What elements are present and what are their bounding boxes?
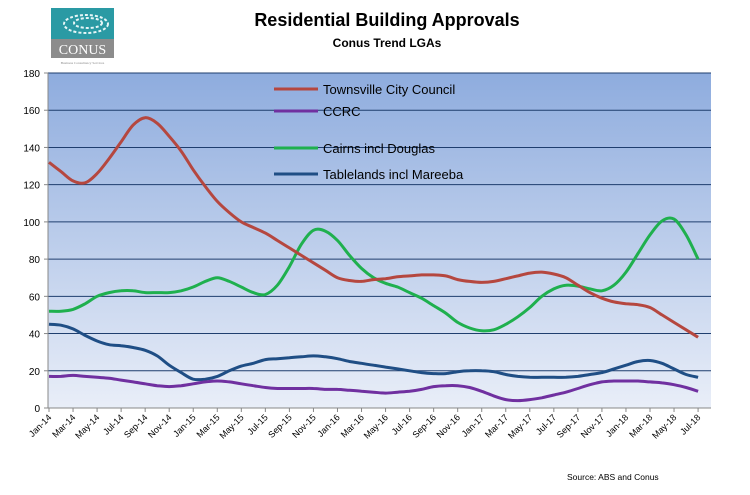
x-tick-label: May-15 [217, 412, 245, 440]
x-tick-label: Sep-16 [410, 412, 438, 440]
x-tick-label: May-17 [506, 412, 534, 440]
x-tick-label: Nov-17 [579, 412, 607, 440]
x-tick-label: Mar-14 [50, 412, 77, 439]
x-tick-label: Jul-18 [678, 412, 702, 436]
logo-tagline: Business Consultancy Services [61, 61, 105, 65]
series-line-cairns-incl-douglas [48, 216, 700, 333]
x-tick-label: Jan-17 [460, 412, 487, 439]
x-tick-label: Jan-14 [27, 412, 54, 439]
x-tick-label: Mar-18 [627, 412, 654, 439]
x-tick-label: May-18 [650, 412, 678, 440]
y-tick-label: 60 [29, 292, 41, 303]
legend-label: Cairns incl Douglas [323, 141, 435, 156]
x-tick-label: Nov-14 [146, 412, 174, 440]
y-tick-label: 180 [23, 69, 40, 80]
y-tick-label: 80 [29, 255, 41, 266]
x-tick-label: Jan-15 [171, 412, 198, 439]
y-tick-label: 20 [29, 367, 41, 378]
chart-subtitle: Conus Trend LGAs [333, 36, 442, 50]
x-tick-label: May-16 [362, 412, 390, 440]
conus-logo: CONUS Business Consultancy Services [51, 8, 114, 65]
legend-label: CCRC [323, 104, 361, 119]
plot-area [48, 73, 711, 408]
x-tick-label: Nov-15 [290, 412, 318, 440]
chart-title: Residential Building Approvals [254, 10, 519, 30]
x-tick-label: Nov-16 [435, 412, 463, 440]
y-tick-label: 160 [23, 106, 40, 117]
series-line-ccrc [48, 373, 699, 403]
series-line-townsville-city-council [48, 116, 699, 339]
logo-teal-block [51, 8, 114, 39]
x-tick-label: Mar-17 [483, 412, 510, 439]
logo-text: CONUS [59, 43, 106, 58]
y-tick-label: 40 [29, 330, 41, 341]
source-note: Source: ABS and Conus [567, 472, 659, 482]
y-tick-label: 100 [23, 218, 40, 229]
x-tick-label: Jan-18 [604, 412, 631, 439]
x-tick-label: Mar-15 [194, 412, 221, 439]
legend-label: Townsville City Council [323, 82, 455, 97]
x-tick-label: Sep-14 [122, 412, 150, 440]
x-tick-label: Sep-15 [266, 412, 294, 440]
x-tick-label: Mar-16 [339, 412, 366, 439]
series-line-tablelands-incl-mareeba [48, 322, 699, 382]
logo-swirl-icon [63, 14, 109, 34]
legend-label: Tablelands incl Mareeba [323, 167, 464, 182]
x-tick-label: Sep-17 [555, 412, 583, 440]
y-tick-label: 120 [23, 181, 40, 192]
y-tick-label: 0 [34, 404, 40, 415]
logo-grey-block [51, 39, 114, 58]
y-tick-label: 140 [23, 143, 40, 154]
x-tick-label: May-14 [73, 412, 101, 440]
x-tick-label: Jan-16 [315, 412, 342, 439]
